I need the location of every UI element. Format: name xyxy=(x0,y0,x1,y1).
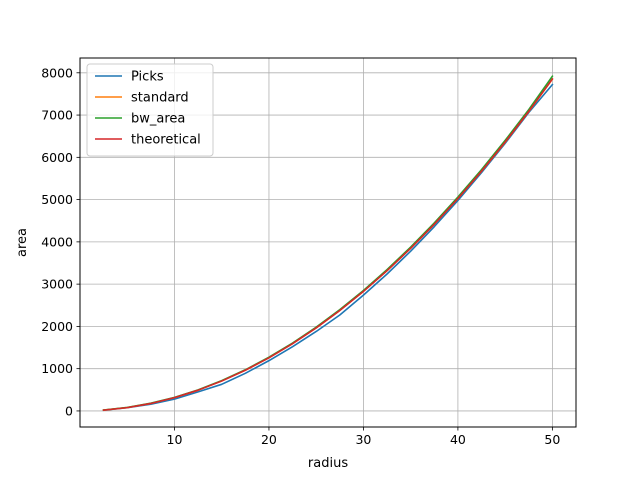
grid xyxy=(80,58,576,427)
y-tick-label: 1000 xyxy=(41,361,73,376)
legend-label-picks: Picks xyxy=(131,70,164,85)
y-axis-label: area xyxy=(15,228,30,257)
ticks: 10 20 30 40 50 0 1000 2000 3000 4000 5000 6000 7000 8… xyxy=(41,65,560,447)
x-tick-label: 40 xyxy=(450,432,466,447)
x-tick-label: 50 xyxy=(544,432,560,447)
series-line-theoretical xyxy=(102,77,554,411)
x-tick-label: 30 xyxy=(355,432,371,447)
legend-box xyxy=(86,63,214,157)
plot-frame xyxy=(79,57,577,428)
y-tick-label: 7000 xyxy=(41,108,73,123)
legend-label-theoretical: theoretical xyxy=(131,133,201,148)
series-group xyxy=(102,75,554,412)
x-tick-label: 20 xyxy=(261,432,277,447)
x-axis-label: radius xyxy=(308,456,348,471)
y-tick-label: 6000 xyxy=(41,150,73,165)
y-tick-label: 2000 xyxy=(41,319,73,334)
y-tick-label: 4000 xyxy=(41,234,73,249)
y-tick-label: 5000 xyxy=(41,192,73,207)
legend-label-standard: standard xyxy=(131,91,189,106)
series-line-picks xyxy=(102,83,554,412)
legend-label-bw-area: bw_area xyxy=(131,112,185,127)
x-tick-label: 10 xyxy=(167,432,183,447)
y-tick-label: 0 xyxy=(65,403,73,418)
y-tick-label: 3000 xyxy=(41,277,73,292)
y-tick-label: 8000 xyxy=(41,65,73,80)
legend: Picks standard bw_area theoretical xyxy=(86,63,214,157)
